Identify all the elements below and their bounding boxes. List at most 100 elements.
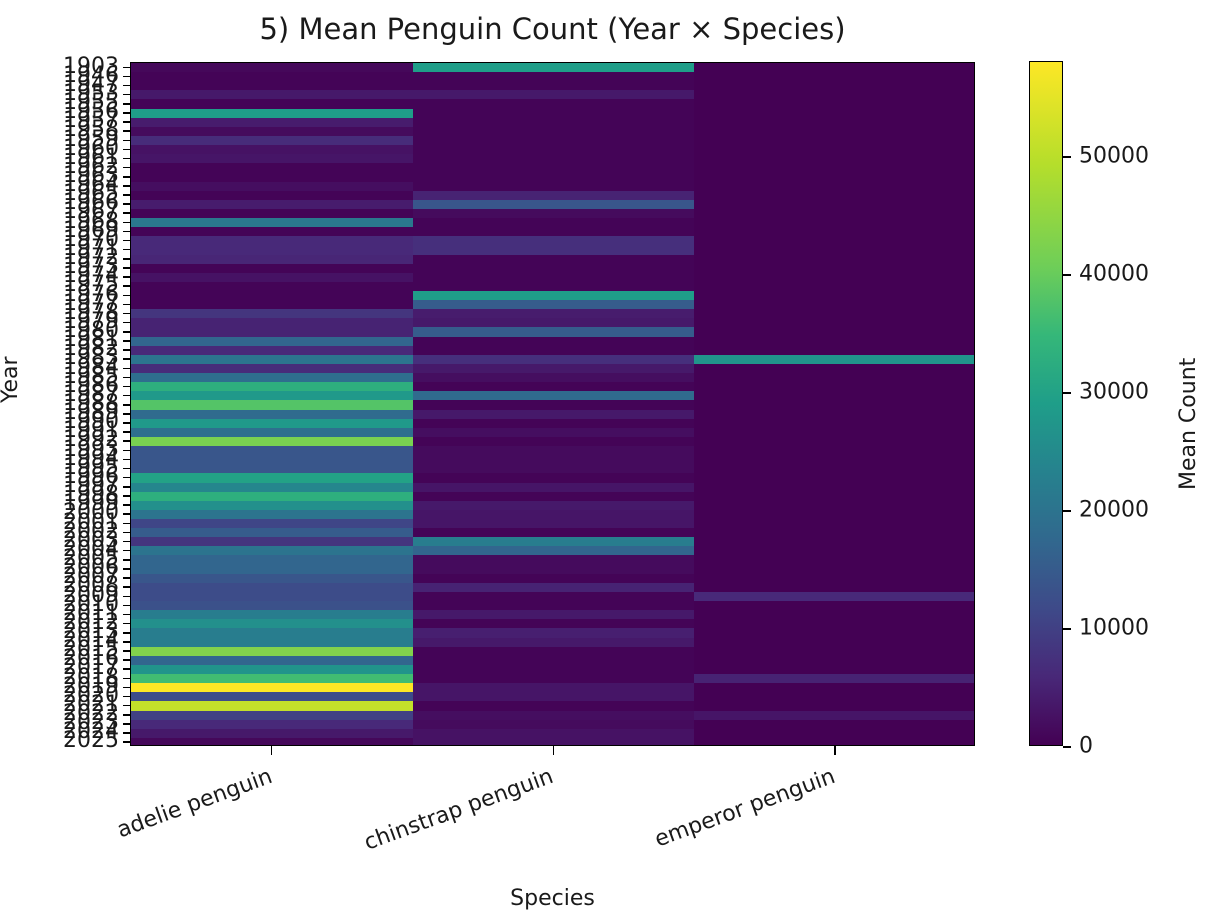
y-tick-label: 1947: [63, 71, 119, 97]
y-tick: [123, 303, 130, 306]
heatmap-cell: [694, 300, 974, 310]
y-tick-label: 1995: [63, 454, 119, 480]
y-tick-label: 1974: [63, 263, 119, 289]
y-tick-label: 1971: [63, 235, 119, 261]
heatmap-cell: [694, 327, 974, 338]
y-tick: [123, 194, 130, 196]
heatmap-cell: [412, 63, 695, 73]
heatmap-cell: [131, 354, 414, 365]
y-tick-label: 1999: [63, 491, 119, 517]
heatmap-cell: [412, 674, 695, 684]
y-tick-label: 2011: [63, 600, 119, 626]
heatmap-cell: [412, 318, 695, 328]
y-tick-label: 1980: [63, 318, 119, 344]
heatmap-cell: [412, 218, 695, 228]
heatmap-cell: [131, 509, 414, 520]
heatmap-cell: [694, 117, 974, 128]
y-tick-label: 2012: [63, 609, 119, 635]
heatmap-cell: [412, 683, 695, 693]
y-tick-label: 1903: [63, 53, 119, 79]
heatmap-cell: [694, 108, 974, 119]
y-tick-label: 2019: [63, 673, 119, 699]
y-tick-label: 1998: [63, 482, 119, 508]
heatmap-cell: [131, 400, 414, 411]
heatmap-cell: [131, 519, 414, 529]
heatmap-cell: [412, 208, 695, 219]
heatmap-cell: [694, 63, 974, 73]
y-tick: [123, 221, 130, 224]
heatmap-cell: [694, 564, 974, 575]
heatmap-cell: [131, 464, 414, 474]
y-tick-label: 2000: [63, 500, 119, 526]
y-tick: [123, 103, 130, 105]
heatmap-cell: [694, 591, 974, 602]
x-tick: [270, 746, 273, 755]
heatmap-cell: [412, 692, 695, 702]
y-tick: [123, 595, 130, 598]
heatmap-cell: [694, 646, 974, 657]
y-tick-label: 2025: [63, 728, 119, 754]
heatmap-cell: [694, 500, 974, 511]
heatmap-cell: [412, 555, 695, 566]
y-tick: [123, 285, 130, 287]
colorbar-tick: [1063, 510, 1071, 512]
heatmap-cell: [131, 218, 414, 228]
y-tick-label: 1988: [63, 391, 119, 416]
y-tick: [123, 495, 130, 497]
y-tick-label: 1967: [63, 199, 119, 225]
y-tick-label: 1946: [63, 62, 119, 88]
y-tick: [123, 121, 130, 123]
heatmap-cell: [131, 683, 414, 693]
y-tick-label: 1960: [63, 135, 119, 161]
heatmap-cell: [131, 555, 414, 566]
heatmap-cell: [694, 190, 974, 201]
heatmap-cell: [412, 655, 695, 666]
heatmap-cell: [694, 728, 974, 739]
heatmap-cell: [694, 81, 974, 91]
heatmap-cell: [131, 181, 414, 192]
heatmap-cell: [412, 564, 695, 575]
y-tick-label: 2018: [63, 664, 119, 690]
heatmap-cell: [131, 199, 414, 210]
heatmap-cell: [694, 373, 974, 383]
heatmap-cell: [694, 90, 974, 100]
y-tick-label: 2002: [63, 518, 119, 544]
y-tick: [123, 404, 130, 406]
heatmap-cell: [131, 610, 414, 620]
heatmap-cell: [412, 737, 695, 745]
y-tick: [123, 559, 130, 561]
y-tick-label: 2023: [63, 710, 119, 736]
y-tick: [123, 686, 130, 689]
y-tick-label: 1973: [63, 254, 119, 280]
heatmap-cell: [412, 245, 695, 255]
y-tick: [123, 75, 130, 78]
heatmap-cell: [131, 564, 414, 575]
heatmap-cell: [412, 519, 695, 529]
y-tick: [123, 622, 130, 625]
y-tick: [123, 714, 130, 716]
heatmap-cell: [131, 172, 414, 183]
y-tick-label: 1969: [63, 217, 119, 243]
y-tick: [123, 677, 130, 680]
y-tick-label: 1961: [63, 144, 119, 170]
y-tick: [123, 258, 130, 260]
heatmap-cell: [412, 336, 695, 347]
heatmap-cell: [694, 154, 974, 164]
heatmap-cell: [694, 719, 974, 730]
y-tick: [123, 139, 130, 142]
y-tick: [123, 367, 130, 370]
heatmap-cell: [694, 446, 974, 456]
heatmap-cell: [694, 409, 974, 420]
heatmap-cell: [412, 719, 695, 730]
y-tick-label: 1986: [63, 372, 119, 398]
colorbar-tick-label: 20000: [1079, 497, 1149, 523]
colorbar-tick-label: 10000: [1079, 615, 1149, 641]
y-tick: [123, 577, 130, 579]
y-tick: [123, 723, 130, 725]
y-tick: [123, 212, 130, 214]
heatmap-cell: [412, 582, 695, 593]
heatmap-cell: [412, 473, 695, 483]
heatmap-cell: [412, 537, 695, 547]
heatmap-cell: [412, 509, 695, 520]
heatmap-cell: [412, 81, 695, 91]
